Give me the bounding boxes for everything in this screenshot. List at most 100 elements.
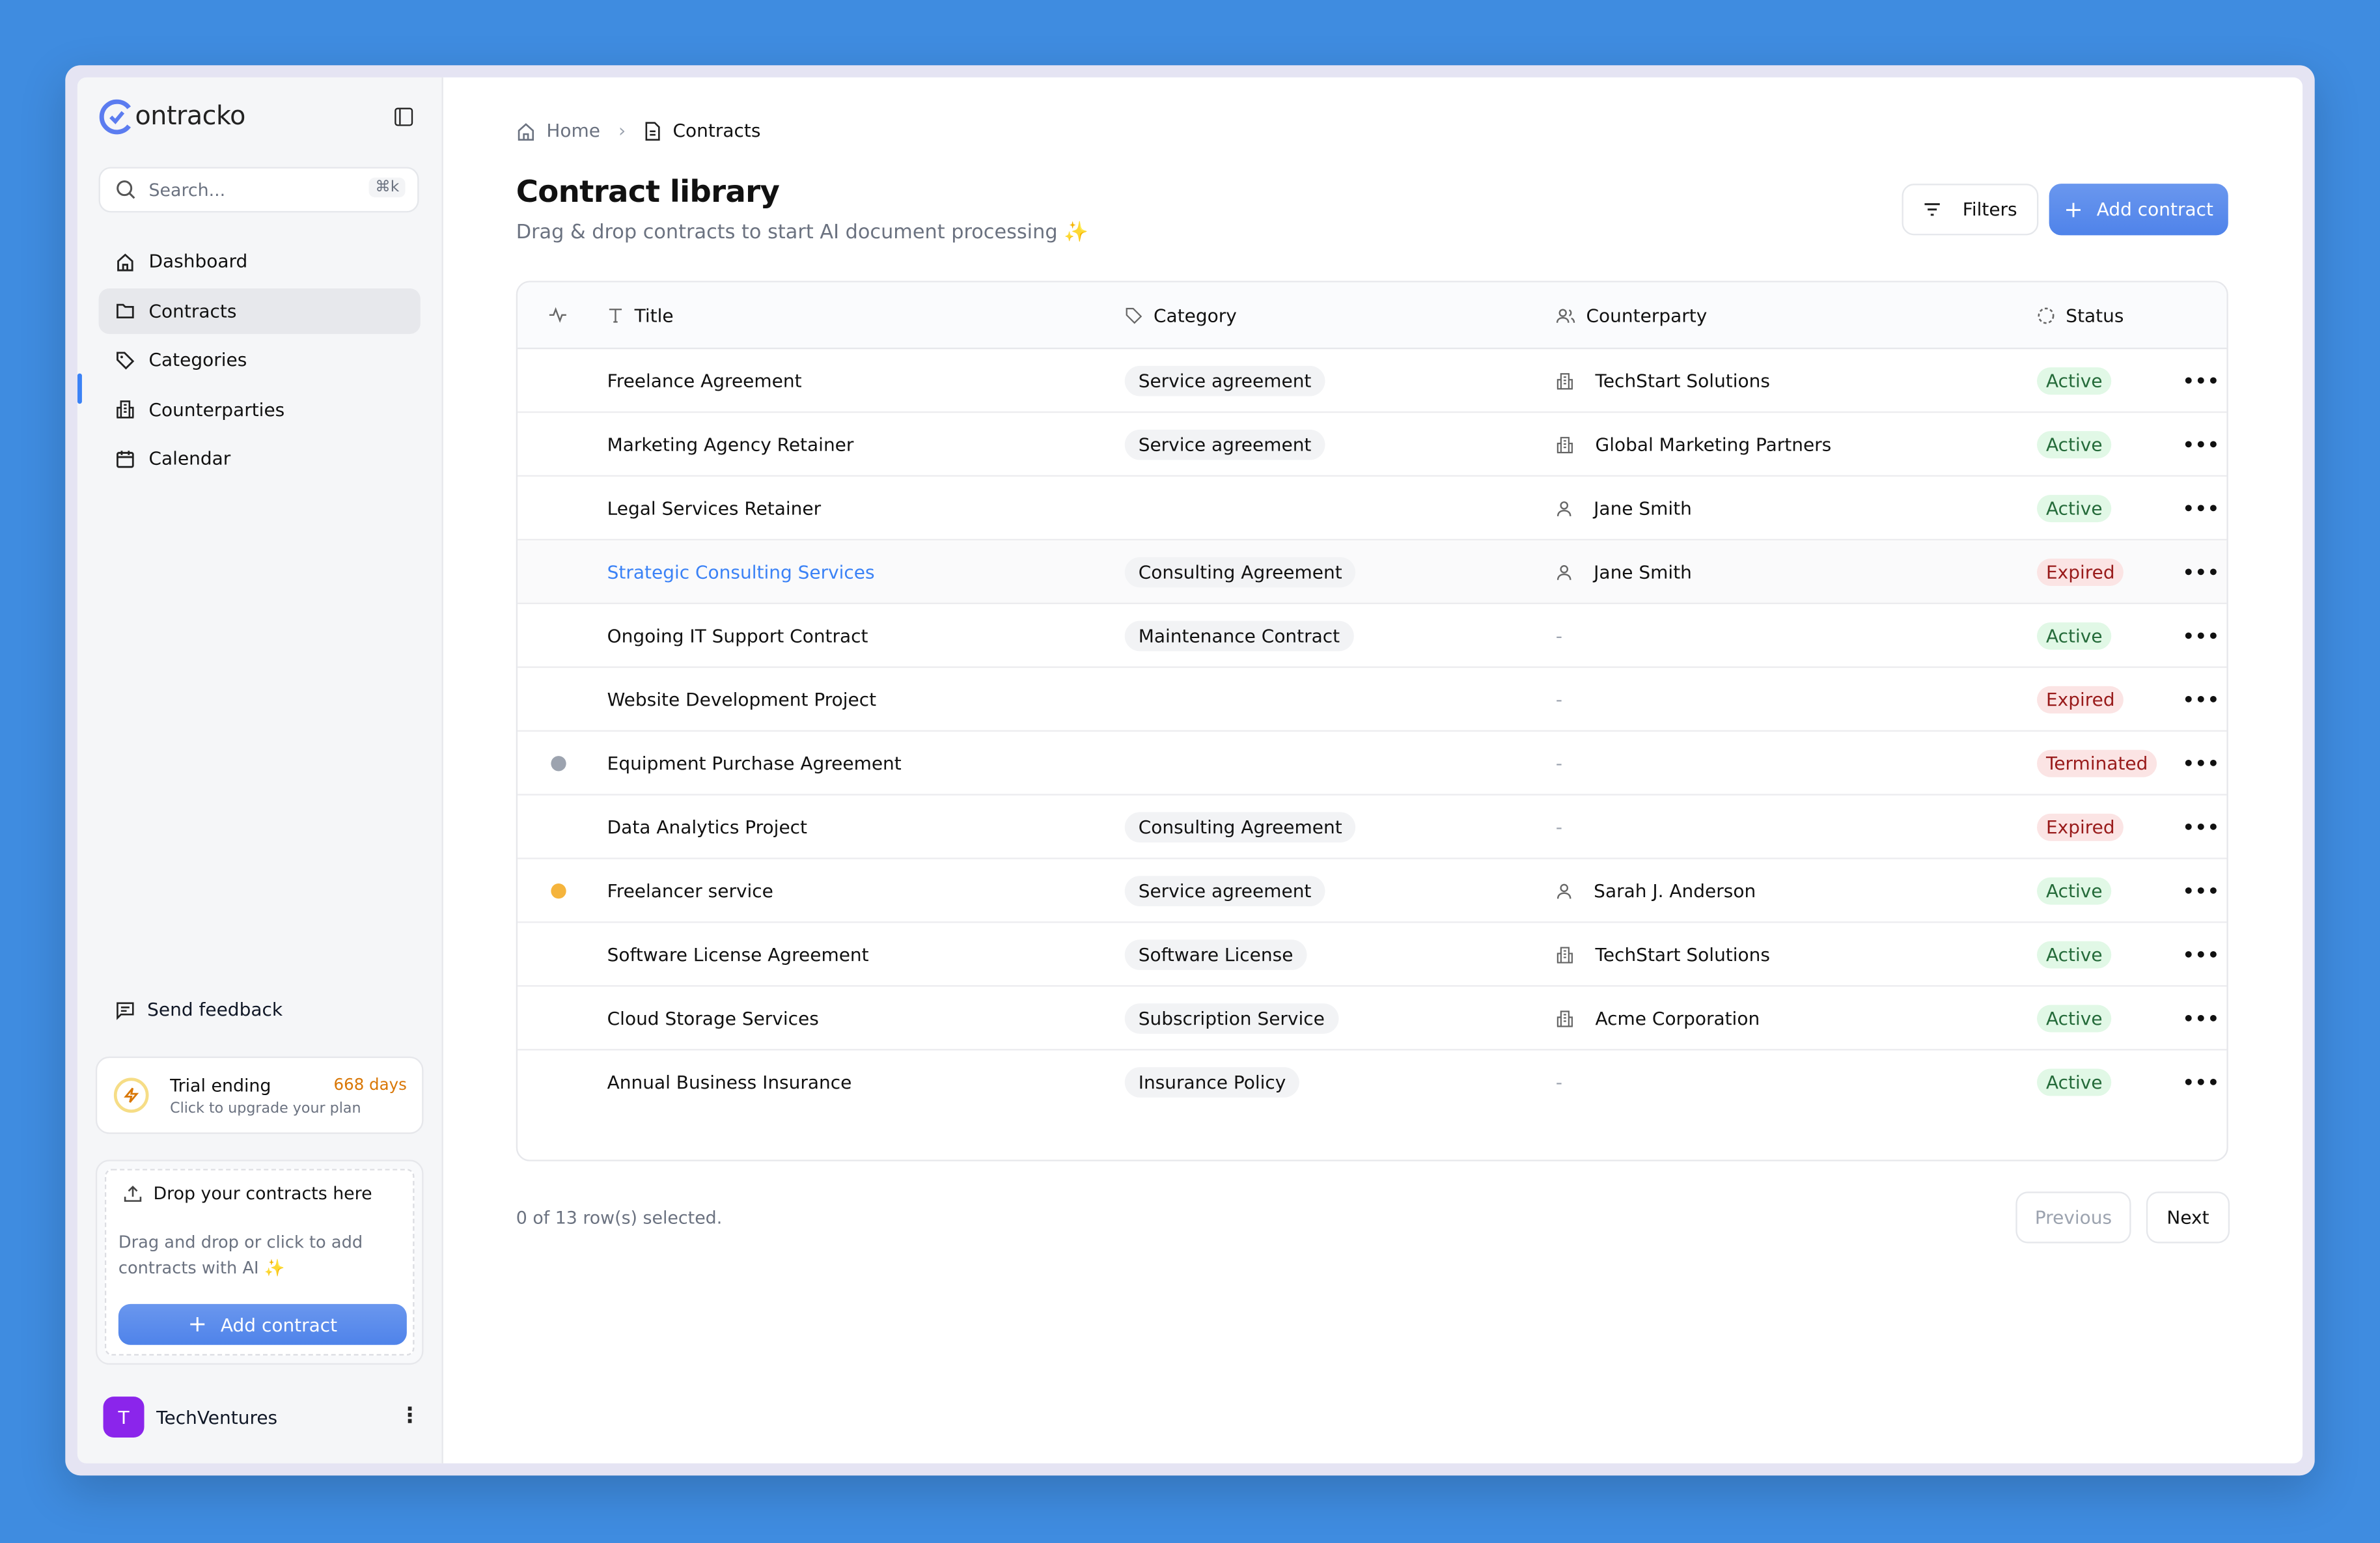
status-dot-icon <box>548 732 566 794</box>
row-actions-button[interactable]: ••• <box>2183 859 2220 922</box>
drop-zone[interactable]: Drop your contracts here Drag and drop o… <box>95 1160 424 1365</box>
sidebar-item-dashboard[interactable]: Dashboard <box>99 238 421 284</box>
status-label: Active <box>2037 430 2112 458</box>
sidebar: ontracko Search... ⌘k Dashboard Contract… <box>77 77 443 1464</box>
row-title[interactable]: Website Development Project <box>607 668 876 730</box>
row-actions-button[interactable]: ••• <box>2183 923 2220 986</box>
category-label: Consulting Agreement <box>1124 556 1356 587</box>
row-actions-button[interactable]: ••• <box>2183 987 2220 1050</box>
next-button[interactable]: Next <box>2146 1191 2230 1244</box>
row-actions-button[interactable]: ••• <box>2183 349 2220 411</box>
table-row[interactable]: Marketing Agency Retainer Service agreeme… <box>518 413 2227 477</box>
table-row[interactable]: Software License Agreement Software Licen… <box>518 923 2227 987</box>
column-counterparty[interactable]: Counterparty <box>1556 283 1707 348</box>
table-row[interactable]: Ongoing IT Support Contract Maintenance C… <box>518 604 2227 668</box>
category-label: Consulting Agreement <box>1124 811 1356 842</box>
collapse-sidebar-icon[interactable] <box>394 107 413 126</box>
sidebar-item-calendar[interactable]: Calendar <box>99 436 421 482</box>
row-actions-button[interactable]: ••• <box>2183 604 2220 667</box>
table-row[interactable]: Data Analytics Project Consulting Agreeme… <box>518 796 2227 859</box>
row-title[interactable]: Strategic Consulting Services <box>607 540 875 603</box>
row-actions-button[interactable]: ••• <box>2183 668 2220 730</box>
trial-card[interactable]: Trial ending Click to upgrade your plan … <box>95 1056 424 1134</box>
row-title[interactable]: Data Analytics Project <box>607 796 807 858</box>
row-actions-button[interactable]: ••• <box>2183 732 2220 794</box>
table-body: Freelance Agreement Service agreement Tech… <box>518 349 2227 1113</box>
button-label: Add contract <box>2096 199 2214 221</box>
row-actions-button[interactable]: ••• <box>2183 413 2220 475</box>
send-feedback-button[interactable]: Send feedback <box>115 999 283 1020</box>
row-title[interactable]: Cloud Storage Services <box>607 987 819 1050</box>
table-row[interactable]: Website Development Project - Expired ••• <box>518 668 2227 732</box>
row-title[interactable]: Annual Business Insurance <box>607 1050 852 1113</box>
row-title[interactable]: Software License Agreement <box>607 923 869 986</box>
app-window: ontracko Search... ⌘k Dashboard Contract… <box>77 77 2303 1464</box>
row-actions-button[interactable]: ••• <box>2183 796 2220 858</box>
logo[interactable]: ontracko <box>99 99 245 135</box>
building-icon <box>1556 1008 1584 1027</box>
status-label: Expired <box>2037 557 2124 585</box>
row-title-text[interactable]: Legal Services Retainer <box>607 497 822 519</box>
row-title-text[interactable]: Annual Business Insurance <box>607 1070 852 1092</box>
column-title[interactable]: Title <box>607 283 674 348</box>
row-title-text[interactable]: Freelancer service <box>607 880 773 901</box>
row-actions-button[interactable]: ••• <box>2183 477 2220 539</box>
row-title-text[interactable]: Website Development Project <box>607 688 877 710</box>
user-icon <box>1556 563 1583 581</box>
sidebar-item-categories[interactable]: Categories <box>99 337 421 383</box>
table-row[interactable]: Cloud Storage Services Subscription Servi… <box>518 987 2227 1051</box>
filters-button[interactable]: Filters <box>1902 184 2039 236</box>
row-title[interactable]: Legal Services Retainer <box>607 477 822 539</box>
more-horizontal-icon: ••• <box>2182 497 2221 519</box>
user-menu[interactable]: T TechVentures <box>103 1397 277 1438</box>
row-title-text[interactable]: Ongoing IT Support Contract <box>607 624 868 646</box>
breadcrumb-home[interactable]: Home <box>546 120 601 141</box>
status-badge: Terminated <box>2037 732 2157 794</box>
row-title[interactable]: Freelancer service <box>607 859 773 922</box>
table-row[interactable]: Legal Services Retainer Jane Smith Active •… <box>518 477 2227 541</box>
table-row[interactable]: Strategic Consulting Services Consulting … <box>518 540 2227 604</box>
table-row[interactable]: Equipment Purchase Agreement - Terminated •… <box>518 732 2227 796</box>
column-category[interactable]: Category <box>1125 283 1237 348</box>
more-horizontal-icon: ••• <box>2182 369 2221 391</box>
row-actions-button[interactable]: ••• <box>2183 1050 2220 1113</box>
counterparty: TechStart Solutions <box>1556 349 1770 411</box>
table-row[interactable]: Freelancer service Service agreement Sarah… <box>518 859 2227 923</box>
more-vertical-icon[interactable]: ⋮ <box>399 1404 421 1429</box>
table-row[interactable]: Freelance Agreement Service agreement Tech… <box>518 349 2227 413</box>
previous-button[interactable]: Previous <box>2015 1191 2131 1244</box>
status-badge: Active <box>2037 1050 2112 1113</box>
add-contract-button[interactable]: + Add contract <box>2049 184 2228 236</box>
row-title[interactable]: Ongoing IT Support Contract <box>607 604 868 667</box>
page-subtitle: Drag & drop contracts to start AI docume… <box>516 221 1088 245</box>
sidebar-item-label: Calendar <box>148 448 231 470</box>
row-title-text[interactable]: Equipment Purchase Agreement <box>607 752 902 773</box>
row-title-text[interactable]: Marketing Agency Retainer <box>607 433 854 455</box>
upload-icon <box>124 1184 142 1201</box>
status-badge: Active <box>2037 987 2112 1050</box>
row-title-text[interactable]: Software License Agreement <box>607 943 869 965</box>
sidebar-item-counterparties[interactable]: Counterparties <box>99 387 421 432</box>
message-icon <box>117 1001 134 1020</box>
counterparty-name: - <box>1555 1070 1563 1092</box>
counterparty-name: Sarah J. Anderson <box>1594 880 1756 901</box>
status-badge: Active <box>2037 604 2112 667</box>
row-title-text[interactable]: Data Analytics Project <box>607 816 808 837</box>
category-chip: Service agreement <box>1124 349 1325 411</box>
search-input[interactable]: Search... ⌘k <box>98 167 419 213</box>
sidebar-item-contracts[interactable]: Contracts <box>98 288 421 334</box>
row-title[interactable]: Marketing Agency Retainer <box>607 413 854 475</box>
sidebar-add-contract-button[interactable]: + Add contract <box>118 1303 407 1345</box>
row-title-text[interactable]: Freelance Agreement <box>607 369 802 391</box>
status-badge: Expired <box>2037 668 2124 730</box>
column-status[interactable]: Status <box>2037 283 2124 348</box>
row-title-text[interactable]: Cloud Storage Services <box>607 1007 819 1029</box>
row-title[interactable]: Freelance Agreement <box>607 349 802 411</box>
table-row[interactable]: Annual Business Insurance Insurance Polic… <box>518 1050 2226 1113</box>
category-chip: Subscription Service <box>1124 987 1338 1050</box>
row-title[interactable]: Equipment Purchase Agreement <box>607 732 902 794</box>
status-label: Active <box>2037 1068 2112 1096</box>
row-title-text[interactable]: Strategic Consulting Services <box>607 561 875 583</box>
row-actions-button[interactable]: ••• <box>2183 540 2220 603</box>
tag-icon <box>1126 307 1142 324</box>
